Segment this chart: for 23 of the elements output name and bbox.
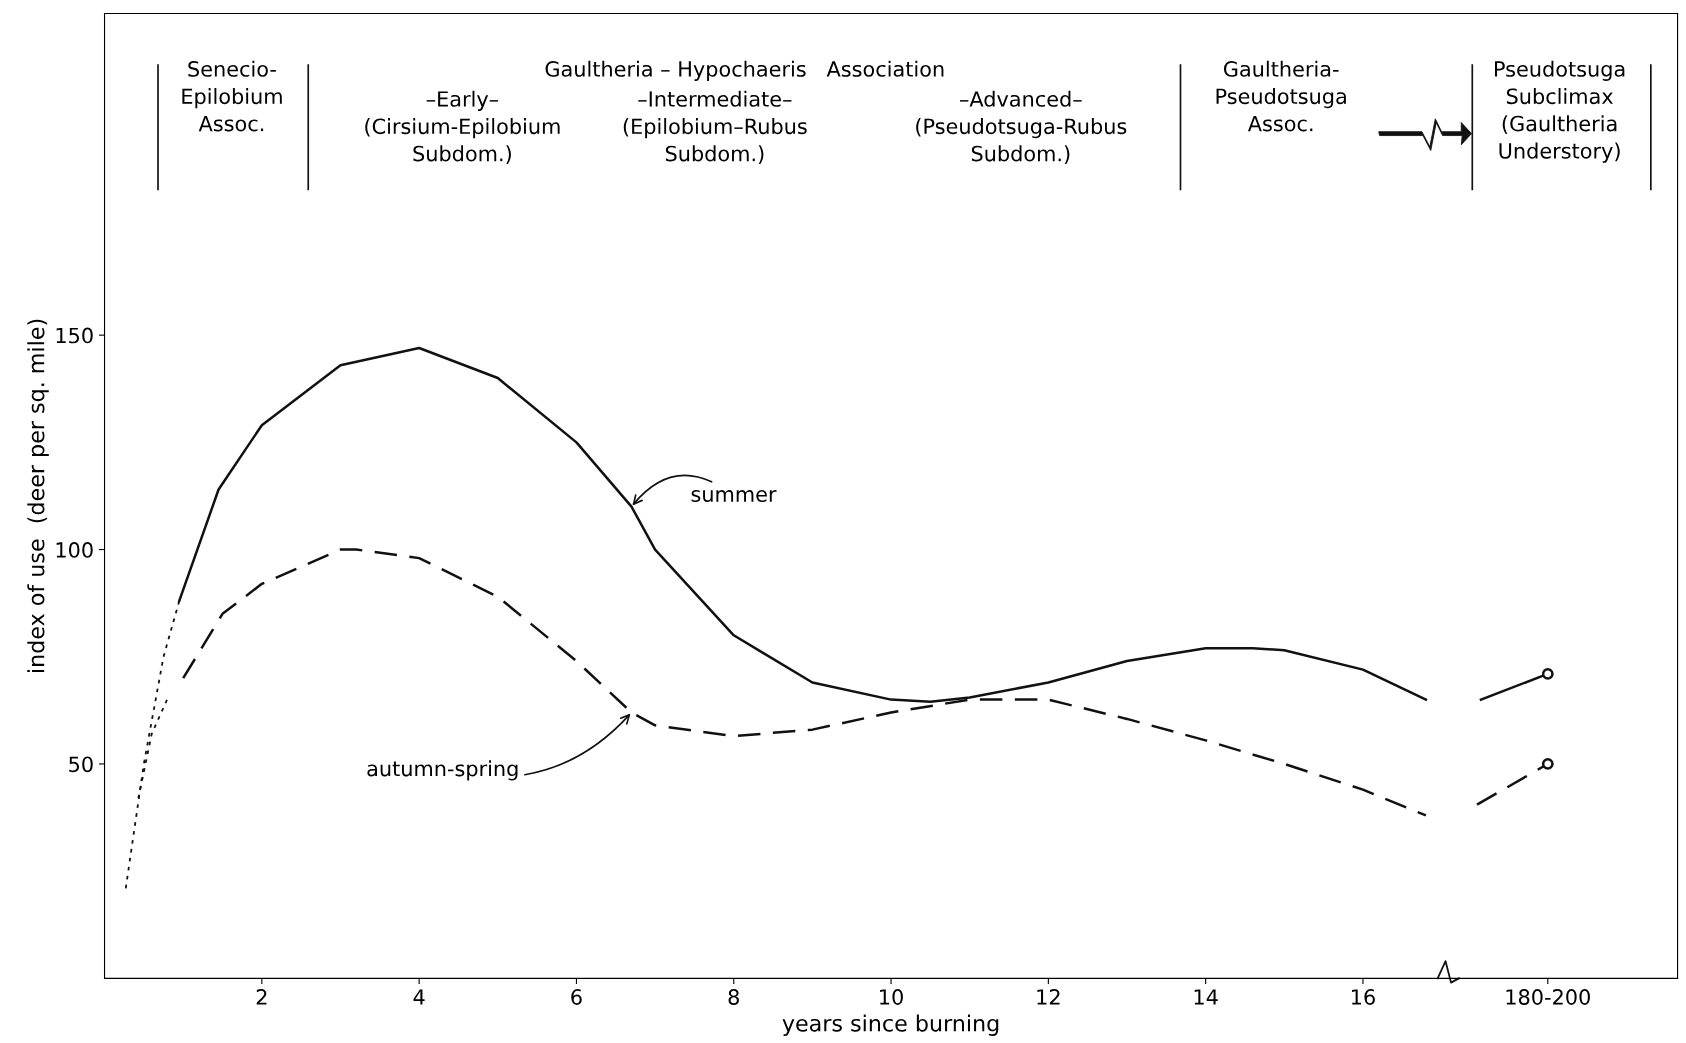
x-tick-label: 8 [728, 989, 739, 1005]
x-tick-label: 16 [1352, 989, 1375, 1005]
x-tick-label: 4 [413, 989, 425, 1005]
x-tick-label: 14 [1194, 989, 1218, 1005]
y-tick-label: 150 [56, 327, 93, 344]
y-axis-title: index of use (deer per sq. mile) [27, 319, 49, 672]
x-tick-label: 12 [1037, 989, 1060, 1005]
x-tick-label: 180-200 [1506, 989, 1590, 1005]
x-axis-title: years since burning [782, 1014, 999, 1036]
y-tick-label: 50 [69, 756, 93, 773]
annotation: Senecio- Epilobium Assoc. [182, 60, 282, 132]
annotation: Pseudotsuga Subclimax (Gaultheria Understory) [1495, 60, 1625, 163]
x-tick-label: 10 [880, 989, 903, 1005]
annotation: summer [691, 490, 777, 502]
annotation: –Intermediate– (Epilobium–Rubus Subdom.) [623, 90, 807, 164]
y-tick-label: 100 [56, 542, 93, 558]
annotation: –Early– (Cirsium-Epilobium Subdom.) [365, 90, 560, 164]
annotation: Gaultheria- Pseudotsuga Assoc. [1216, 60, 1346, 132]
annotation: –Advanced– (Pseudotsuga-Rubus Subdom.) [916, 90, 1127, 164]
x-tick-label: 2 [256, 989, 267, 1005]
annotation: autumn-spring [367, 760, 518, 781]
x-tick-label: 6 [571, 989, 582, 1005]
annotation: Gaultheria – Hypochaeris Association [545, 60, 944, 81]
